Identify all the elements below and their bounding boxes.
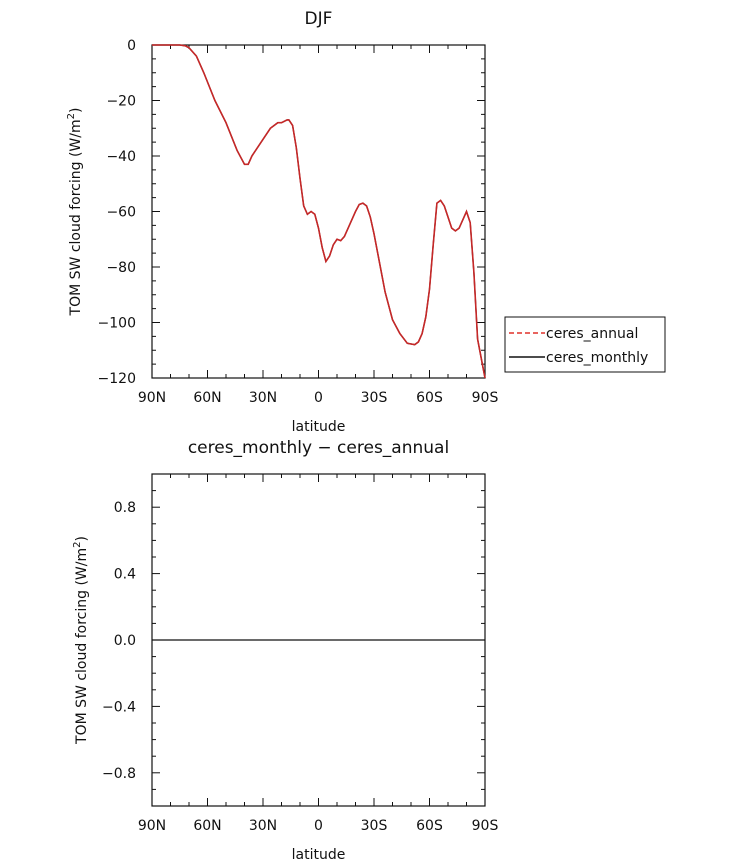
y-tick-label: −100 (98, 316, 136, 332)
x-tick-label: 60N (193, 818, 221, 834)
y-tick-label: −80 (106, 260, 136, 276)
legend-label: ceres_monthly (546, 350, 648, 366)
x-axis-label: latitude (292, 847, 346, 863)
chart-panel-1: DJF 90N 60N 30N 0 30S 60S 90S 0 −20 −40 −60 −80 −100 −… (66, 9, 498, 435)
legend-label: ceres_annual (546, 326, 638, 342)
chart-panel-2: ceres_monthly − ceres_annual 90N 60N 30N 0 30… (72, 438, 498, 863)
y-axis-label: TOM SW cloud forcing (W/m2) (72, 536, 90, 745)
x-tick-label: 30S (361, 818, 388, 834)
chart-title: DJF (305, 9, 333, 29)
y-tick-label: −40 (106, 149, 136, 165)
y-tick-label: −60 (106, 205, 136, 221)
y-tick-label: 0.4 (114, 567, 136, 583)
y-axis-label: TOM SW cloud forcing (W/m2) (66, 108, 84, 317)
x-tick-label: 60S (416, 390, 443, 406)
series-line-ceres_monthly (152, 44, 486, 379)
x-tick-label: 90N (138, 818, 166, 834)
x-axis-label: latitude (292, 419, 346, 435)
plot-frame (151, 44, 486, 379)
y-tick-label: −0.8 (102, 766, 136, 782)
x-tick-label: 90S (472, 818, 499, 834)
x-tick-label: 90N (138, 390, 166, 406)
chart-title: ceres_monthly − ceres_annual (188, 438, 449, 458)
y-tick-label: −120 (98, 371, 136, 387)
x-tick-label: 0 (314, 390, 323, 406)
y-tick-label: 0 (127, 38, 136, 54)
x-tick-label: 60S (416, 818, 443, 834)
x-tick-label: 60N (193, 390, 221, 406)
x-tick-label: 30S (361, 390, 388, 406)
legend-box (504, 316, 666, 373)
x-tick-label: 0 (314, 818, 323, 834)
y-tick-label: 0.8 (114, 500, 136, 516)
y-tick-label: −0.4 (102, 699, 136, 715)
x-tick-label: 30N (249, 390, 277, 406)
series-line-ceres_annual (152, 44, 486, 379)
y-tick-label: −20 (106, 94, 136, 110)
x-tick-label: 30N (249, 818, 277, 834)
x-tick-label: 90S (472, 390, 499, 406)
y-tick-label: 0.0 (114, 633, 136, 649)
legend: ceres_annual ceres_monthly (504, 316, 666, 373)
